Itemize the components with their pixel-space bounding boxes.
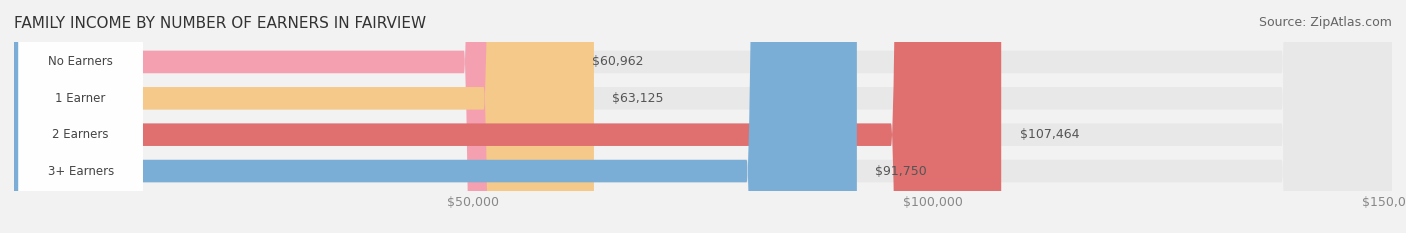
- Text: 1 Earner: 1 Earner: [55, 92, 105, 105]
- FancyBboxPatch shape: [14, 0, 574, 233]
- Text: 2 Earners: 2 Earners: [52, 128, 108, 141]
- Text: $91,750: $91,750: [875, 164, 927, 178]
- Text: $63,125: $63,125: [612, 92, 664, 105]
- Text: $60,962: $60,962: [592, 55, 644, 69]
- Text: FAMILY INCOME BY NUMBER OF EARNERS IN FAIRVIEW: FAMILY INCOME BY NUMBER OF EARNERS IN FA…: [14, 16, 426, 31]
- FancyBboxPatch shape: [14, 0, 1392, 233]
- FancyBboxPatch shape: [18, 0, 142, 233]
- Text: No Earners: No Earners: [48, 55, 112, 69]
- FancyBboxPatch shape: [14, 0, 856, 233]
- FancyBboxPatch shape: [18, 0, 142, 233]
- FancyBboxPatch shape: [14, 0, 1392, 233]
- FancyBboxPatch shape: [14, 0, 1001, 233]
- FancyBboxPatch shape: [14, 0, 1392, 233]
- Text: Source: ZipAtlas.com: Source: ZipAtlas.com: [1258, 16, 1392, 29]
- FancyBboxPatch shape: [18, 0, 142, 233]
- Text: 3+ Earners: 3+ Earners: [48, 164, 114, 178]
- FancyBboxPatch shape: [14, 0, 593, 233]
- FancyBboxPatch shape: [14, 0, 1392, 233]
- Text: $107,464: $107,464: [1019, 128, 1078, 141]
- FancyBboxPatch shape: [18, 0, 142, 233]
